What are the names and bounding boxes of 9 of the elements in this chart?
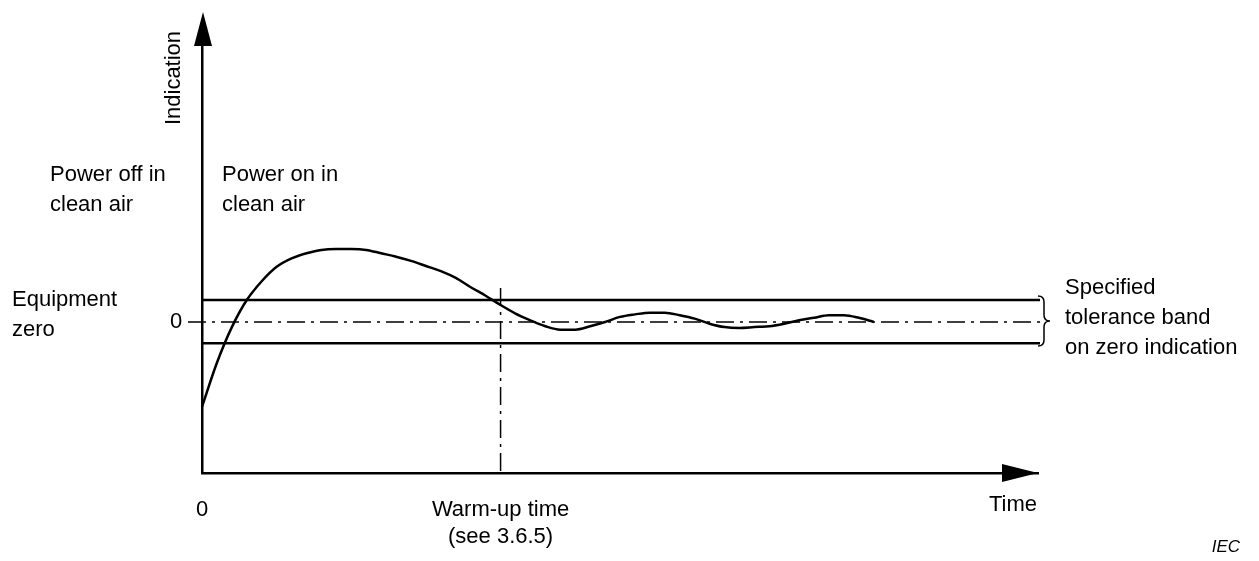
x-tick-label: Warm-up time (see 3.6.5) [431,496,570,548]
text: Power on in clean air [222,161,339,217]
text: Power off in clean air [50,161,166,217]
text: Indication [160,30,186,126]
ref-line-label: 0 [169,308,183,334]
text: Specified tolerance band on zero indication [1065,274,1238,360]
text: IEC [1211,536,1241,556]
x-axis-title: Time [988,491,1038,517]
text: Equipment zero [12,286,118,342]
